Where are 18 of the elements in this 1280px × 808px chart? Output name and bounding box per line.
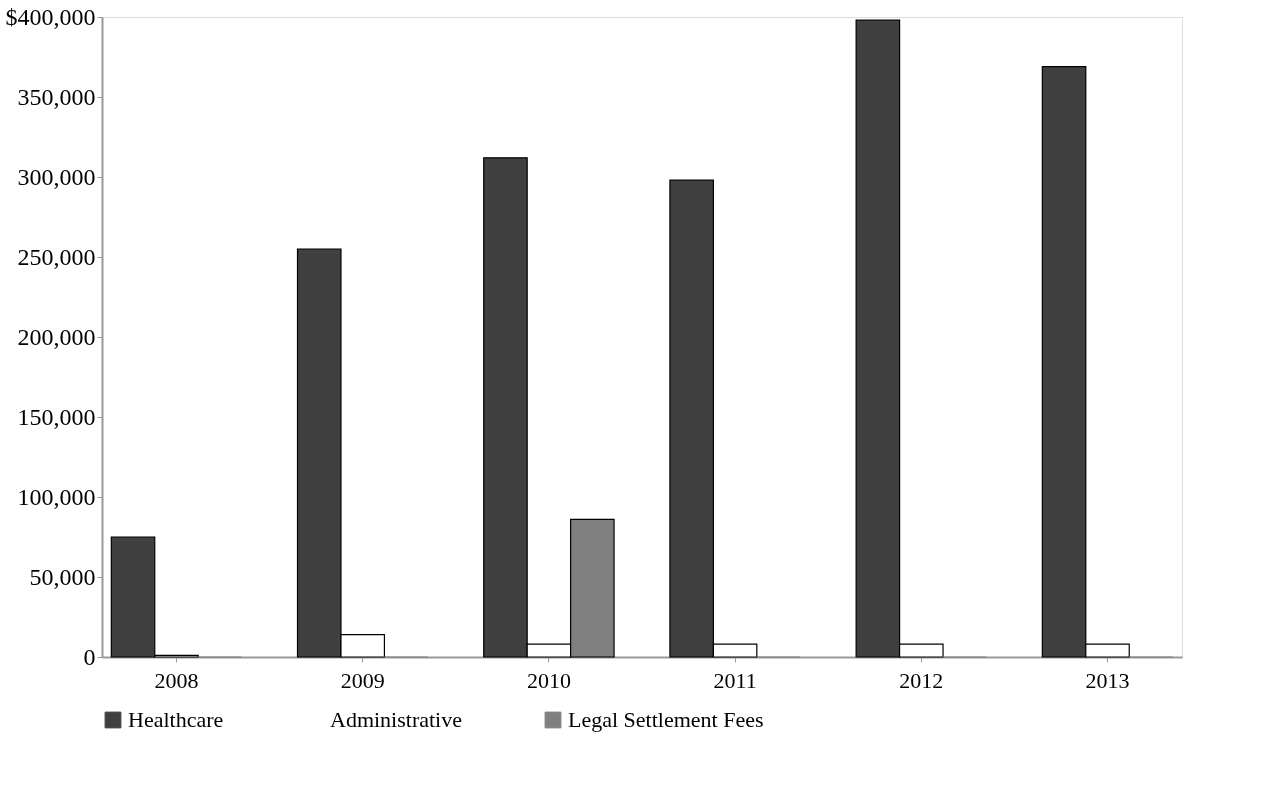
y-tick-label: $400,000: [5, 3, 96, 30]
legend-label: Legal Settlement Fees: [568, 707, 764, 732]
x-tick-label: 2012: [899, 667, 944, 693]
x-tick-label: 2011: [713, 667, 757, 693]
x-tick-label: 2010: [526, 667, 571, 693]
x-tick-label: 2013: [1085, 667, 1130, 693]
legend-label: Healthcare: [128, 707, 224, 732]
y-tick-label: 300,000: [17, 163, 96, 190]
x-tick-label: 2008: [154, 667, 199, 693]
y-tick-label: 50,000: [29, 563, 96, 590]
y-tick-label: 250,000: [17, 243, 96, 270]
y-tick-label: 350,000: [17, 83, 96, 110]
y-tick-label: 200,000: [17, 323, 96, 350]
text: Administrative: [330, 707, 462, 732]
y-tick-label: 0: [83, 643, 96, 670]
x-tick-label: 2009: [340, 667, 385, 693]
y-tick-label: 150,000: [17, 403, 96, 430]
y-tick-label: 100,000: [17, 483, 96, 510]
